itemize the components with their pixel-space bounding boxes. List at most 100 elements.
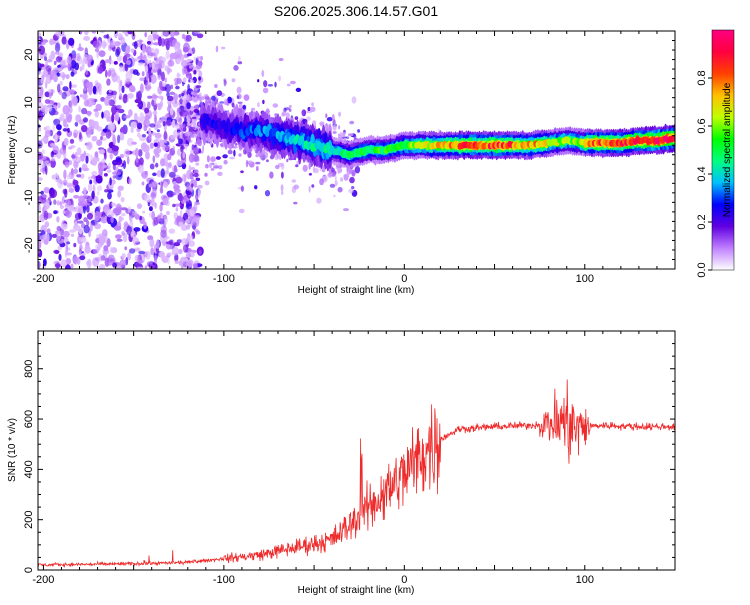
spectrogram-noise-blob [121,253,126,259]
spectrogram-scatter-blob [177,130,181,137]
spectrogram-noise-blob [38,45,45,55]
spectrogram-scatter-blob [325,113,328,118]
spectrogram-noise-blob [62,210,66,214]
spectrogram-noise-blob [38,140,43,149]
spectrogram-noise-blob [64,264,71,269]
snr-frame [37,330,676,571]
spectrogram-noise-blob [64,161,70,168]
spectrogram-noise-blob [41,149,46,155]
spectrogram-noise-blob [101,111,104,119]
spectrogram-noise-blob [103,245,109,252]
spectrogram-noise-blob [143,221,147,230]
spectrogram-noise-blob [186,234,194,242]
spectrogram-scatter-blob [198,76,202,81]
spectrogram-noise-blob [157,120,161,126]
spectrogram-scatter-blob [349,176,355,184]
spectrogram-scatter-blob [223,79,227,87]
spectrogram-heatmap [38,31,675,269]
spectrogram-noise-blob [178,248,183,255]
spectrogram-scatter-blob [254,185,258,190]
spectrogram-noise-blob [141,71,145,77]
spectrogram-scatter-blob [262,99,265,105]
spectrogram-noise-blob [164,114,170,118]
spectrogram-scatter-blob [210,156,216,163]
spectrogram-noise-blob [100,136,103,140]
spectrogram-noise-blob [62,230,70,238]
colorbar-tick-label: 0.2 [696,214,708,229]
spectrogram-noise-blob [157,74,162,81]
spectrogram-noise-blob [157,95,164,99]
spectrogram-noise-blob [152,42,160,46]
spectrogram-noise-blob [118,83,121,93]
spectrogram-scatter-blob [231,78,236,83]
spectrogram-noise-blob [98,149,106,155]
spectrogram-scatter-blob [185,73,190,77]
snr-y-tick-label: 400 [23,460,35,478]
spectrogram-scatter-blob [236,86,242,94]
spectrogram-scatter-blob [307,106,311,112]
spectrogram-noise-blob [108,185,114,190]
spectrogram-noise-blob [38,111,43,121]
spectrogram-noise-blob [174,190,180,196]
spectrogram-noise-blob [49,73,53,81]
spectrogram-noise-blob [169,31,174,36]
spectrogram-noise-blob [73,129,79,139]
spectrogram-noise-blob [155,137,163,142]
spectrogram-noise-blob [40,238,45,243]
spectrogram-noise-blob [61,36,67,45]
spectrogram-noise-blob [175,85,180,90]
spectrogram-noise-blob [128,248,136,254]
spectrogram-noise-blob [65,113,73,121]
spectrogram-noise-blob [107,162,111,169]
spectrogram-noise-blob [196,56,202,60]
spectrogram-scatter-blob [339,131,343,137]
spectrogram-noise-blob [165,241,173,245]
colorbar-frame [711,29,735,271]
spectrogram-noise-blob [86,205,90,213]
spectrogram-noise-blob [130,121,137,129]
spectrogram-noise-blob [183,173,187,184]
spectrogram-noise-blob [141,181,145,186]
spectrogram-scatter-blob [262,154,267,160]
spectrogram-noise-blob [168,171,176,178]
spectrogram-scatter-blob [274,81,277,88]
spectrogram-noise-blob [176,239,183,244]
spectrogram-scatter-blob [191,91,194,95]
spectrogram-scatter-blob [351,186,355,190]
spectrogram-noise-blob [65,182,73,187]
spectrogram-scatter-blob [240,185,244,192]
spectrogram-noise-blob [185,34,192,42]
spectrogram-noise-blob [163,139,168,144]
spectrogram-noise-blob [173,242,181,247]
spectrogram-noise-blob [50,50,56,60]
colorbar: 0.0 0.2 0.4 0.6 0.8 Normalized spectral ampl… [696,29,735,278]
spectrogram-noise-blob [149,236,154,240]
spectrogram-noise-blob [145,151,150,160]
spectrogram-noise-blob [127,93,134,99]
spectrogram-scatter-blob [183,106,187,111]
spectrogram-noise-blob [69,138,75,144]
spectrogram-noise-blob [160,168,165,178]
spectrogram-noise-blob [69,65,75,71]
spectrogram-noise-blob [106,78,111,86]
spectrogram-scatter-blob [357,129,361,133]
spectrogram-noise-blob [73,160,79,169]
spectrogram-scatter-blob [272,103,279,108]
spectrogram-scatter-blob [182,151,186,159]
spectrogram-noise-blob [146,41,152,45]
spectrogram-scatter-blob [288,157,293,161]
spectrogram-scatter-blob [326,117,333,122]
spectrogram-noise-blob [51,69,56,76]
spectrogram-scatter-blob [182,124,186,127]
spectrogram-scatter-blob [282,110,287,117]
spectrogram-noise-blob [183,243,189,253]
spectrogram-noise-blob [188,165,192,173]
spectrogram-noise-blob [51,174,56,180]
spectrogram-noise-blob [103,110,111,119]
colorbar-gradient [712,30,734,270]
spectrogram-noise-blob [181,238,189,246]
spectrogram-scatter-blob [337,186,343,193]
spectrogram-scatter-blob [213,162,218,167]
spectrogram-noise-blob [86,212,94,220]
spectrogram-noise-blob [94,47,100,53]
